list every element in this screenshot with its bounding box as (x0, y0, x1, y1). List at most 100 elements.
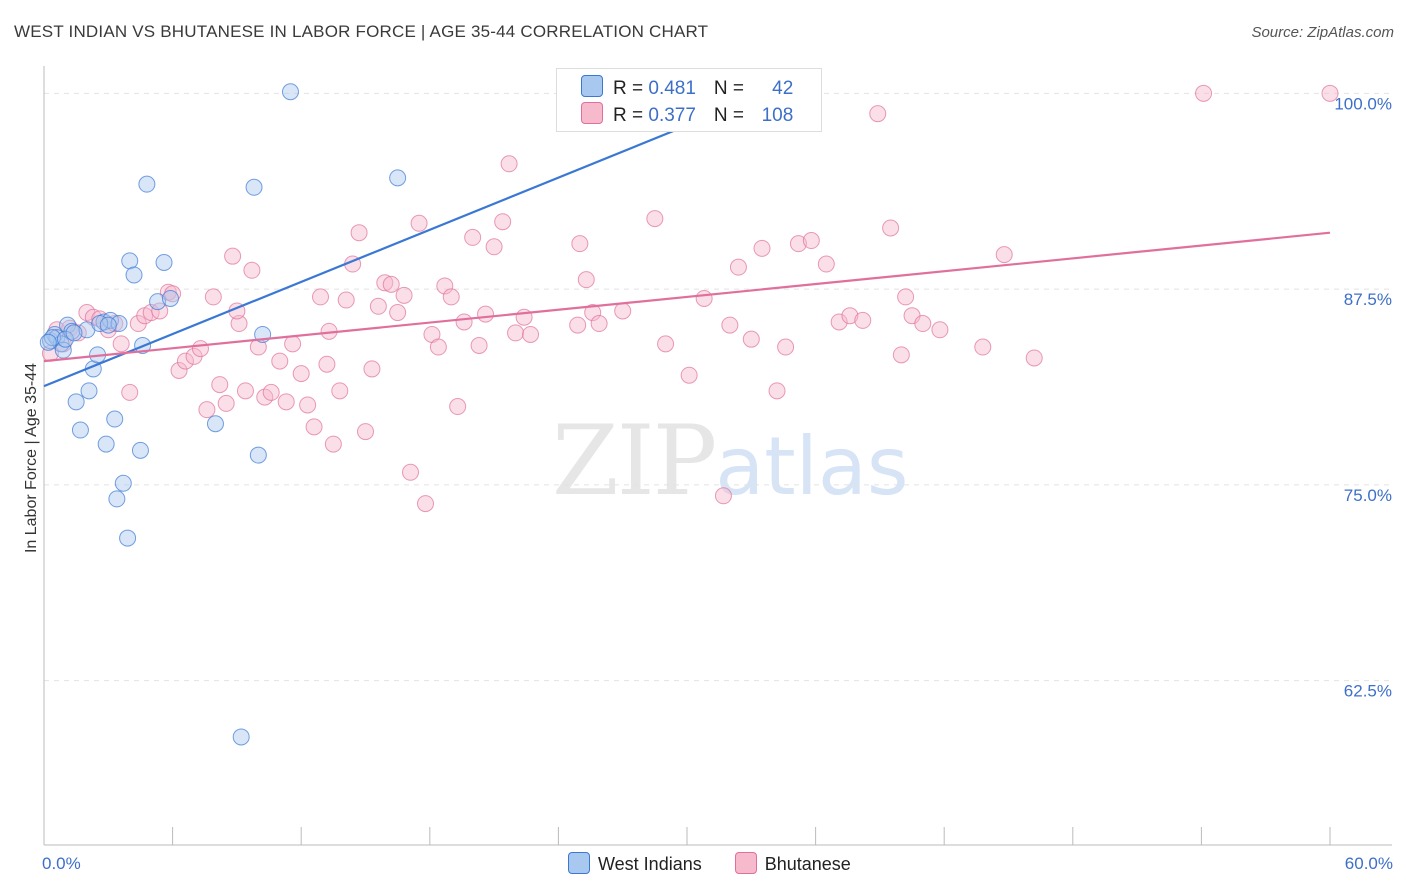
bhutanese-point (324, 435, 342, 453)
west-indians-point (97, 435, 115, 453)
legend-item-west-indians[interactable]: West Indians (568, 852, 702, 875)
bhutanese-point (1195, 84, 1213, 102)
west-indians-swatch (581, 75, 603, 97)
bhutanese-point (449, 398, 467, 416)
west-indians-point (281, 83, 299, 101)
bhutanese-point (357, 423, 374, 441)
bhutanese-point (777, 338, 795, 356)
bhutanese-point (753, 239, 771, 257)
source-label: Source: ZipAtlas.com (1251, 24, 1394, 41)
bhutanese-point (442, 288, 460, 306)
bhutanese-point (995, 246, 1013, 264)
bhutanese-point (262, 383, 280, 401)
west-indians-point (161, 289, 179, 307)
bhutanese-point (646, 210, 664, 228)
bhutanese-point (224, 247, 242, 265)
bhutanese-points (41, 84, 1339, 513)
r-value: 0.377 (648, 105, 696, 126)
bhutanese-point (914, 315, 932, 333)
bhutanese-point (841, 307, 859, 325)
bhutanese-point (507, 324, 525, 342)
bhutanese-point (494, 213, 512, 231)
west-indians-point (91, 315, 109, 333)
west-indians-point (121, 252, 139, 270)
bhutanese-point (614, 302, 632, 320)
bhutanese-point (402, 463, 420, 481)
x-tick-label: 60.0% (1345, 854, 1393, 873)
bhutanese-point (854, 311, 872, 329)
bhutanese-point (657, 335, 675, 353)
bhutanese-legend-label: Bhutanese (764, 854, 851, 874)
bottom-legend: West Indians Bhutanese (568, 852, 879, 875)
bhutanese-point (1025, 349, 1043, 367)
west-indians-point (206, 415, 224, 433)
bhutanese-point (217, 394, 235, 412)
bhutanese-point (204, 288, 222, 306)
bhutanese-point (417, 495, 435, 513)
west-indians-legend-label: West Indians (598, 854, 702, 874)
bhutanese-point (882, 219, 900, 237)
bhutanese-point (176, 352, 194, 370)
bhutanese-point (477, 305, 495, 323)
west-indians-point (155, 253, 173, 271)
bhutanese-point (191, 340, 209, 358)
bhutanese-point (830, 313, 848, 331)
bhutanese-point (363, 360, 381, 378)
bhutanese-point (455, 313, 473, 331)
west-indians-point (106, 410, 124, 428)
bhutanese-point (869, 105, 887, 123)
bhutanese-point (817, 255, 835, 273)
bhutanese-point (142, 304, 160, 322)
west-indians-legend-swatch (568, 852, 590, 874)
trend-lines (43, 92, 1331, 388)
bhutanese-point (170, 362, 188, 380)
axes (43, 66, 1392, 846)
bhutanese-point (569, 316, 587, 334)
west-indians-point (108, 490, 126, 508)
n-label: N = (713, 78, 750, 99)
bhutanese-point (897, 288, 915, 306)
watermark-zip: ZIP (552, 405, 717, 517)
bhutanese-legend-swatch (734, 852, 757, 874)
y-tick-label: 62.5% (1344, 682, 1392, 701)
chart-title: WEST INDIAN VS BHUTANESE IN LABOR FORCE … (14, 22, 709, 41)
bhutanese-point (369, 297, 387, 315)
y-tick-label: 100.0% (1334, 94, 1392, 113)
bhutanese-point (802, 232, 820, 250)
y-tick-label: 75.0% (1344, 486, 1392, 505)
bhutanese-point (243, 261, 261, 279)
west-indians-point (138, 175, 156, 193)
west-indians-point (110, 315, 128, 333)
bhutanese-point (742, 330, 760, 348)
bhutanese-point (464, 228, 482, 246)
legend-item-bhutanese[interactable]: Bhutanese (734, 852, 851, 875)
tick-labels: 62.5% 75.0% 87.5% 100.0% 0.0% 60.0% (42, 94, 1393, 873)
west-indians-point (245, 178, 263, 196)
legend-row-bhutanese: R = 0.377 N = 108 (581, 102, 793, 126)
bhutanese-point (331, 382, 349, 400)
bhutanese-point (284, 335, 302, 353)
bhutanese-point (485, 238, 503, 256)
west-indians-point (125, 266, 143, 284)
west-indians-point (67, 393, 85, 411)
bhutanese-point (590, 315, 608, 333)
y-axis-label: In Labor Force | Age 35-44 (23, 363, 40, 553)
bhutanese-point (211, 376, 229, 394)
bhutanese-point (695, 289, 713, 307)
bhutanese-point (277, 393, 295, 411)
bhutanese-point (714, 487, 732, 505)
west-indians-point (232, 728, 250, 746)
bhutanese-point (382, 275, 400, 293)
west-indians-point (65, 324, 83, 342)
bhutanese-point (299, 396, 317, 414)
bhutanese-point (121, 383, 139, 401)
bhutanese-point (318, 355, 336, 373)
bhutanese-point (112, 335, 130, 353)
bhutanese-point (577, 271, 595, 289)
west-indians-point (389, 169, 407, 187)
r-label: R = (613, 78, 649, 99)
bhutanese-point (292, 365, 310, 383)
west-indians-trend-line (43, 92, 767, 388)
bhutanese-point (389, 304, 407, 322)
